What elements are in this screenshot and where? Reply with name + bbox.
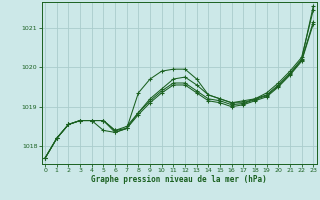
X-axis label: Graphe pression niveau de la mer (hPa): Graphe pression niveau de la mer (hPa) xyxy=(91,175,267,184)
